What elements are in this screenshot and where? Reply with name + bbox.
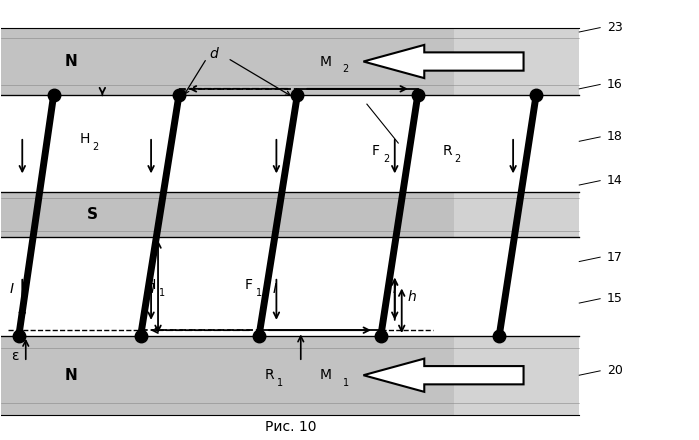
Text: H: H — [80, 132, 90, 146]
Text: M: M — [320, 368, 332, 382]
Bar — [1, 238, 579, 336]
Text: 1: 1 — [159, 289, 164, 298]
Text: S: S — [87, 207, 97, 222]
Text: 20: 20 — [607, 364, 623, 378]
Text: R: R — [442, 144, 452, 158]
Text: I: I — [393, 282, 397, 296]
Text: ε: ε — [12, 348, 19, 363]
Text: 2: 2 — [454, 154, 461, 164]
Text: 2: 2 — [92, 142, 99, 151]
Text: 1: 1 — [277, 378, 283, 388]
Text: 17: 17 — [607, 251, 623, 264]
Polygon shape — [363, 45, 524, 78]
Text: N: N — [64, 54, 78, 69]
Text: N: N — [64, 368, 78, 383]
Text: 23: 23 — [607, 21, 623, 34]
Text: I: I — [10, 282, 14, 296]
Bar — [1, 95, 579, 191]
Bar — [1, 191, 579, 238]
Text: I: I — [151, 282, 155, 296]
Text: d: d — [210, 47, 218, 61]
Text: h: h — [408, 290, 417, 304]
Text: 1: 1 — [343, 378, 349, 388]
Text: R: R — [265, 368, 274, 382]
Text: 2: 2 — [343, 64, 349, 74]
Text: F: F — [372, 144, 380, 158]
Bar — [1, 336, 579, 414]
Bar — [454, 191, 579, 238]
Bar — [1, 28, 579, 95]
Text: I: I — [273, 282, 277, 296]
Text: 14: 14 — [607, 174, 623, 187]
Text: 18: 18 — [607, 130, 623, 143]
Text: 16: 16 — [607, 78, 623, 91]
Text: H: H — [146, 278, 157, 292]
Text: F: F — [245, 278, 252, 292]
Polygon shape — [363, 359, 524, 392]
Text: 15: 15 — [607, 292, 623, 305]
Text: 2: 2 — [383, 154, 389, 164]
Text: M: M — [320, 55, 332, 69]
Bar — [454, 336, 579, 414]
Text: Рис. 10: Рис. 10 — [264, 420, 316, 434]
Bar — [454, 28, 579, 95]
Text: 1: 1 — [256, 289, 262, 298]
